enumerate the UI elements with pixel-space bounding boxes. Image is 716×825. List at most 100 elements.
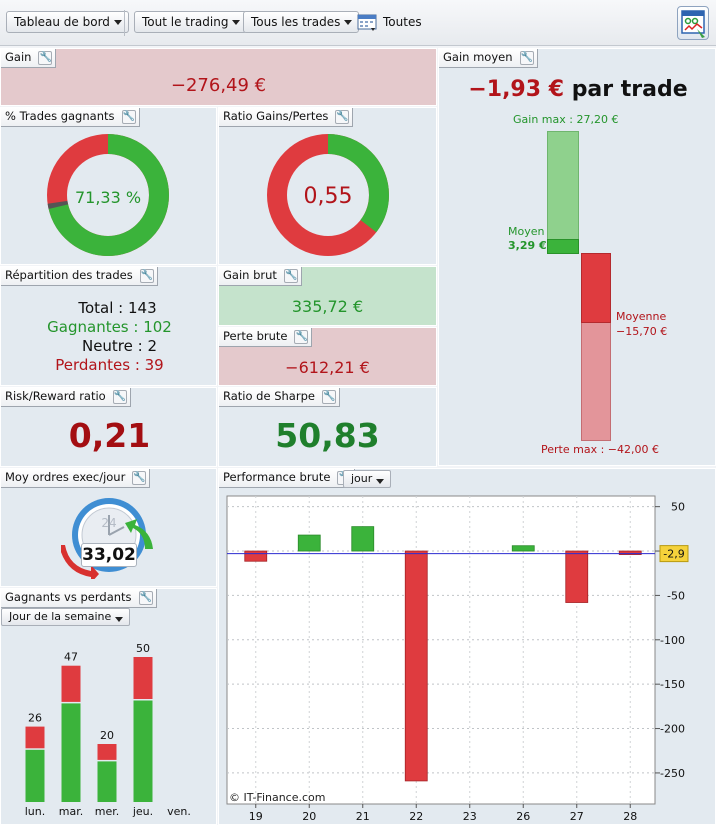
wrench-icon[interactable]: 🔧 — [139, 269, 154, 283]
gain-brut-panel: Gain brut 🔧 335,72 € — [218, 266, 437, 326]
gain-moyen-panel: Gain moyen 🔧 −1,93 € par trade Gain max :… — [438, 48, 716, 466]
performance-bar — [244, 550, 268, 562]
gain-title: Gain 🔧 — [1, 49, 57, 68]
weekday-label: jeu. — [132, 805, 153, 818]
y-tick-label: -150 — [660, 678, 685, 691]
trades-gagnants-title: % Trades gagnants 🔧 — [1, 108, 140, 127]
performance-chart: 500-50-100-150-200-2501920212223262728-2… — [226, 495, 689, 823]
win-rate-value: 71,33 % — [74, 188, 142, 207]
x-tick-label: 28 — [623, 810, 637, 823]
perte-brute-panel: Perte brute 🔧 −612,21 € — [218, 327, 437, 386]
gain-max-bar — [547, 131, 579, 254]
wrench-icon[interactable]: 🔧 — [138, 591, 153, 605]
performance-bar — [618, 550, 642, 555]
repartition-list: Total : 143 Gagnantes : 102 Neutre : 2 P… — [1, 299, 216, 375]
ratio-gain-arc — [267, 134, 389, 256]
trades-dropdown[interactable]: Tous les trades — [243, 11, 360, 33]
win-bar — [61, 703, 81, 802]
moyen-label: Moyen 3,29 € — [508, 225, 547, 253]
gain-value: −276,49 € — [170, 75, 267, 96]
trades-gagnants-panel: % Trades gagnants 🔧 71,33 % — [0, 107, 217, 265]
risk-reward-title: Risk/Reward ratio 🔧 — [1, 388, 131, 407]
gain-avg-bar — [547, 239, 579, 254]
moyen-text: Moyen — [508, 225, 545, 238]
moy-ordres-panel: Moy ordres exec/jour 🔧 24 33,02 — [0, 468, 217, 587]
moyenne-text: Moyenne — [616, 310, 667, 323]
x-tick-label: 22 — [409, 810, 423, 823]
total-label: 47 — [64, 651, 78, 664]
performance-bar — [404, 550, 428, 782]
performance-title: Performance brute🔧 — [219, 469, 356, 488]
risk-reward-value: 0,21 — [68, 416, 151, 455]
average-label: -2,9 — [663, 548, 684, 561]
gain-max-label: Gain max : 27,20 € — [513, 113, 619, 126]
performance-bar — [351, 526, 375, 552]
dashboard-settings-icon[interactable] — [677, 6, 709, 40]
x-tick-label: 21 — [356, 810, 370, 823]
moy-ordres-title: Moy ordres exec/jour 🔧 — [1, 469, 151, 488]
repartition-title: Répartition des trades 🔧 — [1, 267, 158, 286]
loss-avg-bar — [581, 253, 611, 324]
y-tick-label: -100 — [660, 634, 685, 647]
wrench-icon[interactable]: 🔧 — [294, 330, 309, 344]
total-label: 26 — [28, 712, 42, 725]
wrench-icon[interactable]: 🔧 — [112, 390, 127, 404]
donut-neutral-arc — [46, 134, 169, 256]
orders-per-day-value: 33,02 — [81, 543, 137, 567]
calendar-icon[interactable] — [357, 13, 379, 33]
x-tick-label: 20 — [302, 810, 316, 823]
total-label: 50 — [136, 642, 150, 655]
winning-trades: Gagnantes : 102 — [47, 318, 172, 336]
perte-brute-title: Perte brute 🔧 — [219, 328, 313, 347]
gagnants-perdants-panel: Gagnants vs perdants 🔧 Jour de la semaine… — [0, 588, 217, 825]
win-bar — [133, 700, 153, 802]
total-trades: Total : 143 — [78, 299, 157, 317]
win-bar — [97, 761, 117, 802]
sharpe-title: Ratio de Sharpe 🔧 — [219, 388, 340, 407]
win-rate-donut — [46, 134, 169, 256]
loss-bar — [61, 665, 81, 702]
performance-bar — [297, 534, 321, 552]
wrench-icon[interactable]: 🔧 — [38, 51, 53, 65]
clock-number: 24 — [101, 516, 116, 530]
wrench-icon[interactable]: 🔧 — [321, 390, 336, 404]
loss-bar — [25, 726, 45, 749]
wrench-icon[interactable]: 🔧 — [121, 110, 136, 124]
sharpe-panel: Ratio de Sharpe 🔧 50,83 — [218, 387, 437, 467]
period-label: Toutes — [383, 15, 422, 29]
wrench-icon[interactable]: 🔧 — [335, 110, 350, 124]
donut-win-arc — [47, 134, 169, 256]
watermark: © IT-Finance.com — [229, 791, 326, 804]
neutral-trades: Neutre : 2 — [81, 337, 158, 355]
weekday-label: mer. — [95, 805, 120, 818]
win-bar — [25, 749, 45, 802]
sharpe-value: 50,83 — [275, 416, 380, 455]
weekday-label: mar. — [59, 805, 83, 818]
wrench-icon[interactable]: 🔧 — [519, 51, 534, 65]
moyenne-value: −15,70 € — [616, 325, 668, 338]
gain-moyen-suffix: par trade — [571, 77, 688, 102]
weekday-label: lun. — [25, 805, 46, 818]
repartition-panel: Répartition des trades 🔧 Total : 143 Gagn… — [0, 266, 217, 386]
gain-brut-value: 335,72 € — [291, 297, 364, 316]
wrench-icon[interactable]: 🔧 — [132, 471, 147, 485]
x-tick-label: 27 — [570, 810, 584, 823]
weekday-filter-dropdown[interactable]: Jour de la semaine — [1, 608, 131, 626]
gagnants-perdants-title: Gagnants vs perdants 🔧 — [1, 589, 157, 608]
perte-max-label: Perte max : −42,00 € — [541, 443, 659, 456]
ratio-donut — [267, 134, 389, 256]
loss-bar — [133, 657, 153, 699]
perte-brute-value: −612,21 € — [285, 358, 370, 377]
average-badge — [659, 545, 689, 563]
period-filter-dropdown[interactable]: jour — [343, 470, 392, 488]
y-tick-label: -50 — [667, 589, 685, 602]
dashboard-dropdown[interactable]: Tableau de bord — [6, 11, 129, 33]
ratio-gp-panel: Ratio Gains/Pertes 🔧 0,55 — [218, 107, 437, 265]
wrench-icon[interactable]: 🔧 — [283, 269, 298, 283]
trading-dropdown[interactable]: Tout le trading — [134, 11, 248, 33]
y-tick-label: -250 — [660, 767, 685, 780]
weekday-label: ven. — [167, 805, 191, 818]
y-tick-label: -200 — [660, 723, 685, 736]
plot-area — [226, 495, 656, 805]
x-tick-label: 23 — [463, 810, 477, 823]
